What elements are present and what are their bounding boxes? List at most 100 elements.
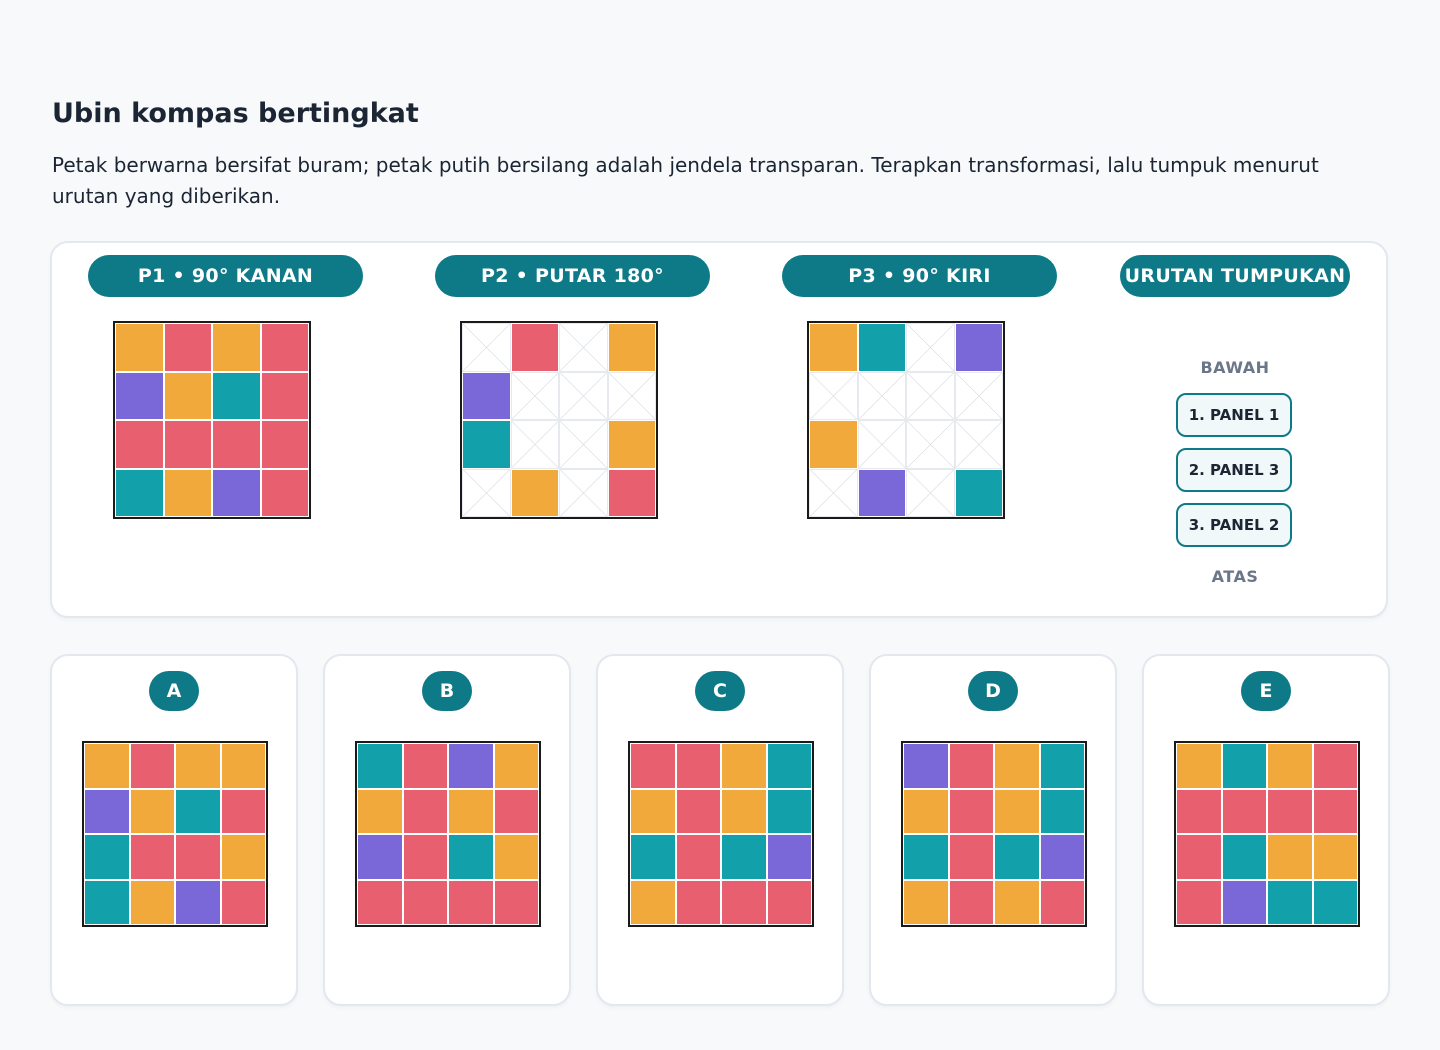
tile-red-r4c4 — [220, 879, 266, 925]
stack-item-panel-1: 1. PANEL 1 — [1176, 393, 1292, 437]
option-c-badge: C — [695, 671, 745, 711]
tile-purple-r3c1 — [357, 834, 403, 880]
tile-teal-r1c2 — [1221, 743, 1267, 789]
stack-order-label: URUTAN TUMPUKAN — [1120, 255, 1350, 297]
tile-red-r4c4 — [1039, 879, 1085, 925]
tile-orange-r4c3 — [994, 879, 1040, 925]
tile-window-r2c3 — [906, 371, 955, 420]
tile-orange-r3c4 — [493, 834, 539, 880]
tile-teal-r4c3 — [1267, 879, 1313, 925]
tile-red-r1c2 — [402, 743, 448, 789]
tile-teal-r1c4 — [1039, 743, 1085, 789]
tile-purple-r1c3 — [448, 743, 494, 789]
tile-orange-r2c3 — [994, 788, 1040, 834]
tile-teal-r3c3 — [994, 834, 1040, 880]
tile-orange-r4c2 — [510, 468, 559, 517]
tile-teal-r3c3 — [721, 834, 767, 880]
tile-orange-r2c3 — [721, 788, 767, 834]
tile-purple-r4c2 — [857, 468, 906, 517]
option-a-grid[interactable] — [82, 741, 268, 927]
tile-teal-r2c4 — [766, 788, 812, 834]
tile-orange-r1c1 — [84, 743, 130, 789]
tile-purple-r1c1 — [903, 743, 949, 789]
tile-orange-r1c4 — [220, 743, 266, 789]
tile-orange-r3c3 — [1267, 834, 1313, 880]
tile-window-r2c3 — [559, 371, 608, 420]
tile-teal-r4c1 — [84, 879, 130, 925]
option-c-grid[interactable] — [628, 741, 814, 927]
tile-red-r3c3 — [175, 834, 221, 880]
tile-red-r3c1 — [115, 420, 164, 469]
option-d-grid[interactable] — [901, 741, 1087, 927]
tile-window-r2c2 — [857, 371, 906, 420]
tile-red-r3c2 — [675, 834, 721, 880]
tile-window-r3c3 — [906, 420, 955, 469]
tile-orange-r1c1 — [115, 323, 164, 372]
tile-window-r1c3 — [906, 323, 955, 372]
option-b-grid[interactable] — [355, 741, 541, 927]
tile-red-r1c1 — [630, 743, 676, 789]
tile-orange-r2c2 — [163, 371, 212, 420]
tile-red-r2c4 — [1312, 788, 1358, 834]
tile-teal-r1c4 — [766, 743, 812, 789]
option-d-badge: D — [968, 671, 1018, 711]
tile-purple-r3c4 — [766, 834, 812, 880]
option-b-badge: B — [422, 671, 472, 711]
tile-orange-r1c3 — [175, 743, 221, 789]
tile-red-r1c4 — [1312, 743, 1358, 789]
tile-red-r4c4 — [260, 468, 309, 517]
tile-window-r2c2 — [510, 371, 559, 420]
tile-teal-r3c1 — [84, 834, 130, 880]
tile-purple-r4c3 — [212, 468, 261, 517]
tile-teal-r1c1 — [357, 743, 403, 789]
tile-orange-r2c3 — [448, 788, 494, 834]
tile-red-r4c2 — [402, 879, 448, 925]
tile-orange-r1c3 — [212, 323, 261, 372]
tile-orange-r4c2 — [163, 468, 212, 517]
tile-teal-r2c4 — [1039, 788, 1085, 834]
tile-orange-r3c1 — [809, 420, 858, 469]
tile-orange-r1c4 — [607, 323, 656, 372]
tile-red-r2c4 — [260, 371, 309, 420]
tile-red-r1c2 — [129, 743, 175, 789]
panel-1-label: P1 • 90° KANAN — [88, 255, 363, 297]
tile-teal-r4c1 — [115, 468, 164, 517]
tile-teal-r3c1 — [462, 420, 511, 469]
tile-red-r4c4 — [493, 879, 539, 925]
tile-window-r3c2 — [510, 420, 559, 469]
tile-red-r1c2 — [510, 323, 559, 372]
tile-orange-r3c4 — [1312, 834, 1358, 880]
tile-orange-r3c4 — [220, 834, 266, 880]
tile-window-r2c1 — [809, 371, 858, 420]
tile-teal-r4c4 — [1312, 879, 1358, 925]
tile-teal-r4c4 — [954, 468, 1003, 517]
tile-red-r4c2 — [675, 879, 721, 925]
tile-teal-r3c1 — [630, 834, 676, 880]
stack-top-label: ATAS — [1211, 567, 1259, 586]
tile-purple-r3c4 — [1039, 834, 1085, 880]
tile-red-r4c4 — [607, 468, 656, 517]
panel-2-label: P2 • PUTAR 180° — [435, 255, 710, 297]
tile-orange-r1c3 — [1267, 743, 1313, 789]
panel-3-grid — [807, 321, 1005, 519]
page-title: Ubin kompas bertingkat — [52, 98, 419, 129]
stack-bottom-label: BAWAH — [1200, 358, 1270, 377]
tile-red-r2c2 — [948, 788, 994, 834]
tile-red-r3c2 — [402, 834, 448, 880]
tile-orange-r1c3 — [994, 743, 1040, 789]
panel-3-label: P3 • 90° KIRI — [782, 255, 1057, 297]
tile-red-r3c2 — [129, 834, 175, 880]
option-e-grid[interactable] — [1174, 741, 1360, 927]
tile-orange-r1c1 — [1176, 743, 1222, 789]
tile-window-r3c3 — [559, 420, 608, 469]
tile-red-r2c2 — [1221, 788, 1267, 834]
tile-red-r3c1 — [1176, 834, 1222, 880]
tile-red-r3c2 — [948, 834, 994, 880]
tile-red-r2c2 — [402, 788, 448, 834]
tile-purple-r2c1 — [115, 371, 164, 420]
tile-teal-r1c2 — [857, 323, 906, 372]
tile-window-r1c3 — [559, 323, 608, 372]
tile-red-r4c1 — [357, 879, 403, 925]
tile-window-r1c1 — [462, 323, 511, 372]
tile-red-r4c2 — [948, 879, 994, 925]
